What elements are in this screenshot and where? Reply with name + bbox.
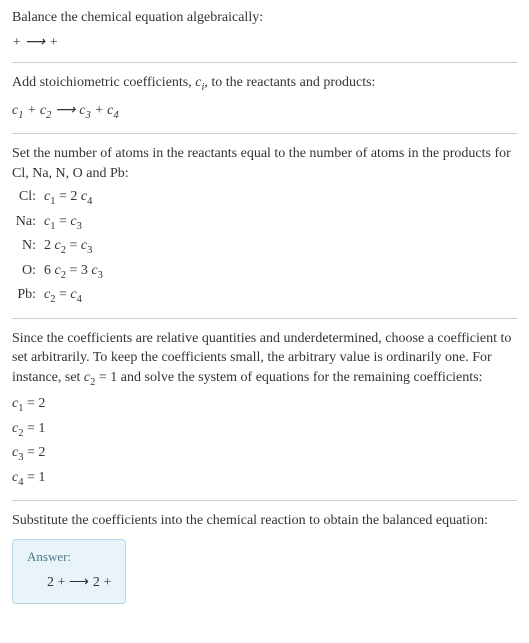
coef-v: = 1: [23, 470, 45, 485]
balance-equation: + ⟶ +: [12, 32, 517, 53]
coef-v: = 2: [23, 396, 45, 411]
solve-intro: Since the coefficients are relative quan…: [12, 329, 517, 391]
answer-plus1: +: [58, 575, 69, 590]
substitute-intro: Substitute the coefficients into the che…: [12, 511, 517, 531]
rhs-s: 3: [87, 245, 92, 256]
coef-row: c1 = 2: [12, 394, 517, 416]
section-balance: Balance the chemical equation algebraica…: [12, 8, 517, 52]
answer-label: Answer:: [27, 548, 111, 566]
atom-label: Cl:: [14, 187, 44, 207]
answer-equation: 2 + ⟶ 2 +: [27, 572, 111, 593]
atom-row-na: Na: c1 = c3: [14, 212, 517, 234]
section-stoich: Add stoichiometric coefficients, ci, to …: [12, 73, 517, 123]
divider: [12, 318, 517, 319]
stoich-intro: Add stoichiometric coefficients, ci, to …: [12, 73, 517, 95]
section-atoms: Set the number of atoms in the reactants…: [12, 144, 517, 308]
stoich-equation: c1 + c2 ⟶ c3 + c4: [12, 100, 517, 123]
rhs-s: 3: [98, 270, 103, 281]
plus2: +: [91, 103, 107, 118]
eq-arrow: ⟶: [25, 33, 49, 49]
arrow2: ⟶: [51, 101, 79, 117]
answer-box: Answer: 2 + ⟶ 2 +: [12, 539, 126, 604]
balance-title: Balance the chemical equation algebraica…: [12, 8, 517, 28]
answer-arrow: ⟶: [69, 573, 93, 589]
divider: [12, 62, 517, 63]
lpre: 6: [44, 263, 55, 278]
c4-sub: 4: [113, 109, 118, 120]
eq: =: [66, 238, 81, 253]
coef-v: = 1: [23, 421, 45, 436]
rhs-s: 4: [87, 196, 92, 207]
coef-row: c2 = 1: [12, 419, 517, 441]
atom-row-cl: Cl: c1 = 2 c4: [14, 187, 517, 209]
coefficient-list: c1 = 2 c2 = 1 c3 = 2 c4 = 1: [12, 394, 517, 490]
rhs-s: 4: [77, 294, 82, 305]
eq: =: [55, 287, 70, 302]
atom-label: Pb:: [14, 285, 44, 305]
atom-eq: 6 c2 = 3 c3: [44, 261, 103, 283]
stoich-intro-suffix: , to the reactants and products:: [204, 75, 375, 90]
eq: = 2: [55, 189, 80, 204]
lpre: 2: [44, 238, 55, 253]
eq: = 3: [66, 263, 91, 278]
atom-row-pb: Pb: c2 = c4: [14, 285, 517, 307]
atom-eq: 2 c2 = c3: [44, 236, 92, 258]
coef-row: c4 = 1: [12, 468, 517, 490]
atom-eq: c1 = c3: [44, 212, 82, 234]
coef-v: = 2: [23, 445, 45, 460]
atom-row-o: O: 6 c2 = 3 c3: [14, 261, 517, 283]
solve-intro-b: = 1 and solve the system of equations fo…: [95, 370, 482, 385]
atoms-intro: Set the number of atoms in the reactants…: [12, 144, 517, 183]
eq-tail: +: [49, 35, 58, 50]
atom-label: N:: [14, 236, 44, 256]
atom-eq: c2 = c4: [44, 285, 82, 307]
rhs-s: 3: [77, 221, 82, 232]
eq: =: [55, 214, 70, 229]
plus1: +: [23, 103, 39, 118]
answer-b: 2: [93, 575, 104, 590]
coef-row: c3 = 2: [12, 443, 517, 465]
atom-eq: c1 = 2 c4: [44, 187, 92, 209]
divider: [12, 133, 517, 134]
atom-row-n: N: 2 c2 = c3: [14, 236, 517, 258]
section-substitute: Substitute the coefficients into the che…: [12, 511, 517, 603]
section-solve: Since the coefficients are relative quan…: [12, 329, 517, 491]
stoich-intro-prefix: Add stoichiometric coefficients,: [12, 75, 195, 90]
eq-plus: +: [12, 35, 25, 50]
divider: [12, 500, 517, 501]
atom-label: O:: [14, 261, 44, 281]
answer-a: 2: [47, 575, 58, 590]
answer-plus2: +: [103, 575, 111, 590]
atom-label: Na:: [14, 212, 44, 232]
atom-equations: Cl: c1 = 2 c4 Na: c1 = c3 N: 2 c2 = c3 O…: [14, 187, 517, 307]
